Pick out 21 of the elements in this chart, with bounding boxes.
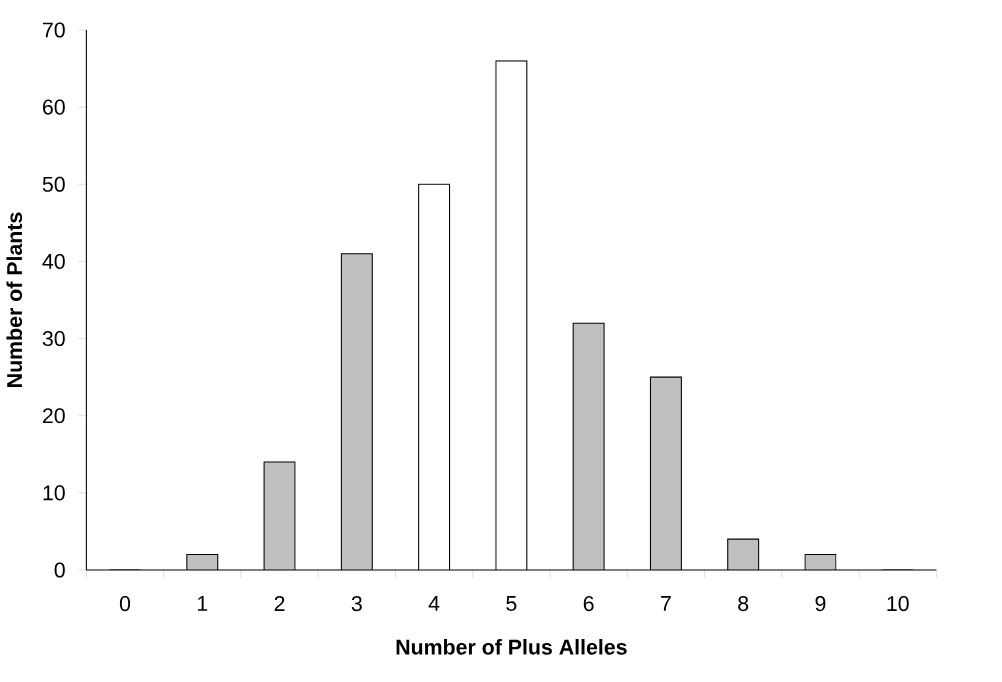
x-tick-label: 5 [506, 596, 517, 611]
y-axis-title: Number of Plants [6, 212, 23, 387]
y-tick-label: 50 [42, 176, 65, 192]
y-tick-label: 20 [42, 408, 65, 424]
y-tick-label: 60 [43, 99, 65, 115]
y-tick-label: 70 [43, 22, 65, 38]
x-tick-label: 0 [119, 596, 131, 612]
x-tick-label: 6 [583, 596, 594, 612]
y-tick-label: 40 [42, 253, 65, 269]
x-tick-label: 10 [887, 596, 909, 612]
x-tick-label: 7 [661, 596, 671, 611]
y-tick-label: 30 [42, 331, 65, 347]
x-tick-label: 2 [274, 596, 285, 611]
y-tick-label: 10 [43, 485, 65, 501]
x-tick-label: 1 [197, 596, 208, 611]
x-axis-title: Number of Plus Alleles [396, 638, 627, 655]
x-tick-label: 8 [738, 596, 749, 612]
x-tick-label: 3 [351, 596, 362, 612]
y-tick-label: 0 [54, 562, 65, 578]
x-tick-label: 4 [428, 596, 440, 611]
x-tick-label: 9 [815, 596, 826, 612]
